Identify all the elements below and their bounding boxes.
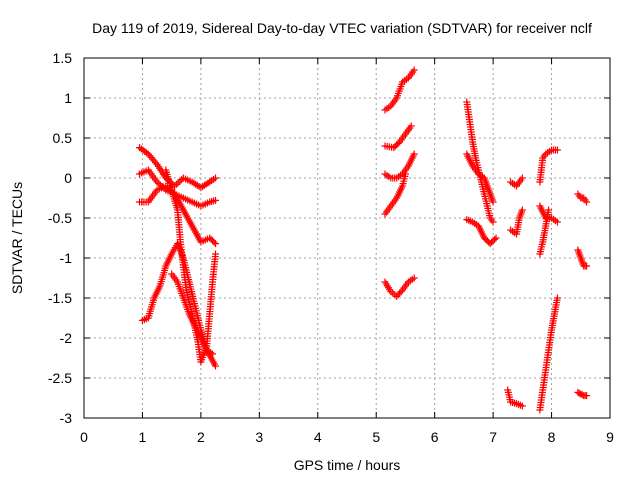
series-arc-16: [507, 206, 526, 238]
data-point: [212, 362, 219, 370]
x-tick-label: 3: [255, 429, 263, 445]
y-tick-label: 1.5: [53, 50, 73, 66]
plot-frame: [83, 57, 611, 419]
data-point: [489, 198, 497, 206]
x-tick-label: 4: [314, 429, 322, 445]
series-arc-13: [463, 150, 497, 206]
data-point: [489, 218, 497, 226]
x-axis-label: GPS time / hours: [294, 457, 401, 473]
data-point: [583, 392, 591, 400]
data-point: [210, 238, 218, 246]
grid-lines: [84, 58, 610, 418]
data-point: [553, 218, 561, 226]
y-tick-label: 0.5: [53, 130, 73, 146]
x-tick-label: 1: [139, 429, 147, 445]
x-tick-label: 6: [431, 429, 439, 445]
x-tick-label: 2: [197, 429, 205, 445]
data-point: [212, 174, 219, 182]
data-point: [410, 274, 418, 282]
data-point: [518, 402, 526, 410]
series-arc-24: [574, 388, 591, 400]
y-axis-label: SDTVAR / TECUs: [9, 182, 25, 294]
x-tick-label: 5: [372, 429, 380, 445]
series-arc-23: [574, 246, 591, 270]
y-tick-label: -3: [60, 410, 73, 426]
series-arc-9: [381, 150, 418, 182]
data-point: [174, 179, 182, 187]
y-tick-label: -1: [60, 250, 73, 266]
series-arc-15: [507, 174, 526, 190]
data-point: [410, 66, 418, 74]
data-point: [410, 150, 418, 158]
series-arc-22: [574, 190, 591, 206]
series-arc-10: [381, 170, 409, 218]
y-tick-label: 0: [64, 170, 72, 186]
data-point: [553, 294, 561, 302]
series-arc-21: [536, 294, 561, 414]
data-point: [407, 122, 415, 130]
data-point: [172, 180, 180, 188]
y-tick-label: -1.5: [48, 290, 72, 306]
series-arc-8: [381, 122, 415, 152]
series-arc-18: [536, 146, 561, 186]
data-point: [401, 170, 409, 178]
y-tick-label: -2: [60, 330, 73, 346]
data-point: [397, 288, 405, 296]
series-arc-1: [136, 144, 219, 192]
data-point: [212, 250, 219, 258]
data-point: [212, 240, 219, 248]
data-point: [152, 159, 160, 167]
series-arc-11: [381, 274, 418, 300]
y-tick-label: -2.5: [48, 370, 72, 386]
series-arc-14: [463, 216, 500, 248]
chart-title: Day 119 of 2019, Sidereal Day-to-day VTE…: [92, 20, 592, 36]
data-point: [518, 174, 526, 182]
y-tick-labels: 1.5 1 0.5 0 -0.5 -1 -1.5 -2 -2.5 -3: [48, 50, 72, 426]
y-tick-label: 1: [64, 90, 72, 106]
series-arc-17: [504, 386, 526, 410]
series-arc-20: [536, 206, 553, 258]
x-tick-labels: 0 1 2 3 4 5 6 7 8 9: [80, 429, 614, 445]
axis-ticks: [83, 57, 611, 419]
x-tick-label: 0: [80, 429, 88, 445]
data-point: [518, 206, 526, 214]
data-point: [545, 206, 553, 214]
data-point: [583, 262, 591, 270]
data-point: [492, 234, 500, 242]
x-tick-label: 7: [489, 429, 497, 445]
data-point: [553, 146, 561, 154]
data-points: [136, 66, 591, 414]
series-arc-6: [168, 270, 219, 370]
x-tick-label: 8: [548, 429, 556, 445]
data-point: [583, 198, 591, 206]
series-arc-7: [381, 66, 418, 114]
series-arc-5: [162, 166, 219, 366]
y-tick-label: -0.5: [48, 210, 72, 226]
x-tick-label: 9: [606, 429, 614, 445]
data-point: [491, 235, 499, 243]
series-arc-19: [536, 202, 561, 226]
data-point: [212, 196, 219, 204]
